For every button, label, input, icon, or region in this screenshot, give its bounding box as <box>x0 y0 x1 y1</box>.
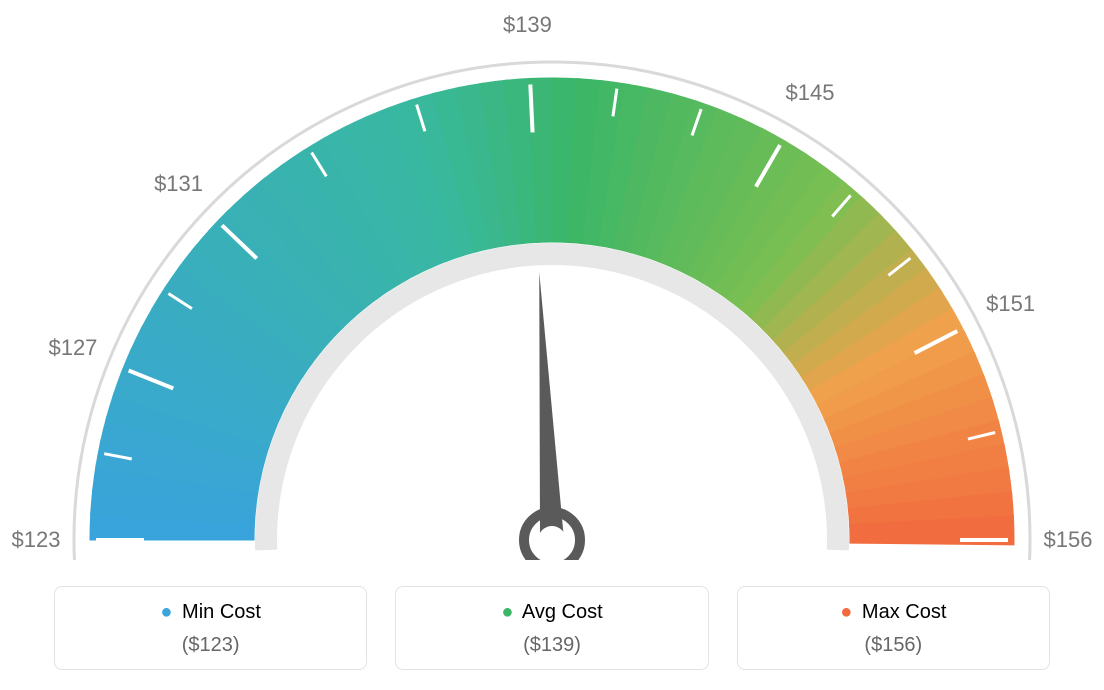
tick-label: $139 <box>503 12 552 38</box>
legend-title-min: ● Min Cost <box>55 601 366 624</box>
legend-card-max: ● Max Cost ($156) <box>737 586 1050 670</box>
legend-title-avg: ● Avg Cost <box>396 601 707 624</box>
legend-label: Avg Cost <box>522 601 603 623</box>
legend-label: Max Cost <box>862 601 946 623</box>
legend-value-min: ($123) <box>55 634 366 657</box>
legend-title-max: ● Max Cost <box>738 601 1049 624</box>
chart-container: $123 $127 $131 $139 $145 $151 $156 ● Min Cost … <box>0 0 1104 690</box>
dot-icon: ● <box>501 601 513 623</box>
legend-card-min: ● Min Cost ($123) <box>54 586 367 670</box>
gauge-svg <box>0 0 1104 560</box>
legend-value-avg: ($139) <box>396 634 707 657</box>
legend-row: ● Min Cost ($123) ● Avg Cost ($139) ● Ma… <box>0 586 1104 670</box>
dot-icon: ● <box>840 601 852 623</box>
tick-label: $156 <box>1044 527 1093 553</box>
dot-icon: ● <box>160 601 172 623</box>
legend-value-max: ($156) <box>738 634 1049 657</box>
tick-label: $131 <box>154 171 203 197</box>
tick-label: $123 <box>12 527 61 553</box>
tick-label: $127 <box>48 335 97 361</box>
tick-label: $151 <box>986 291 1035 317</box>
legend-card-avg: ● Avg Cost ($139) <box>395 586 708 670</box>
legend-label: Min Cost <box>182 601 261 623</box>
tick-label: $145 <box>786 80 835 106</box>
gauge-area: $123 $127 $131 $139 $145 $151 $156 <box>0 0 1104 560</box>
